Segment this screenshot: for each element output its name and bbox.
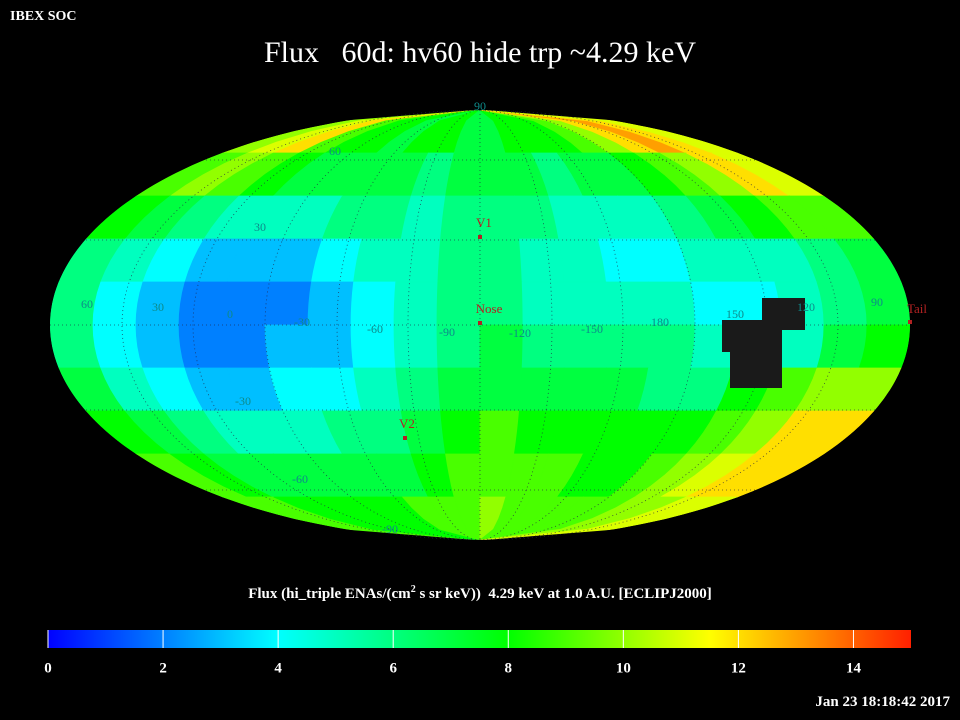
lon-label: 0 xyxy=(227,307,233,321)
flux-cell xyxy=(92,324,144,369)
flux-cell xyxy=(605,281,653,326)
flux-cell xyxy=(264,324,312,369)
lon-label: 180 xyxy=(651,315,669,329)
lon-label: -90 xyxy=(439,325,455,339)
caption-text: Flux (hi_triple ENAs/(cm xyxy=(248,586,411,602)
flux-cell xyxy=(135,324,186,369)
flux-cell xyxy=(440,410,481,455)
lat-label: 30 xyxy=(254,220,266,234)
lon-label: 60 xyxy=(81,297,93,311)
flux-cell xyxy=(307,281,355,326)
lat-label: 90 xyxy=(474,99,486,113)
flux-cell xyxy=(858,281,910,326)
flux-cell xyxy=(816,281,868,326)
caption-sup: 2 xyxy=(411,584,416,595)
marker-dot xyxy=(478,321,482,325)
flux-cell xyxy=(395,367,442,412)
app-label: IBEX SOC xyxy=(10,9,77,24)
flux-cell xyxy=(353,367,402,412)
flux-cell xyxy=(479,410,520,455)
lon-label: 150 xyxy=(726,307,744,321)
flux-cell xyxy=(395,238,442,283)
lon-label: 90 xyxy=(871,295,883,309)
flux-cell xyxy=(605,324,653,369)
missing-data xyxy=(722,298,805,388)
colorbar-tick-label: 6 xyxy=(389,660,397,676)
colorbar-tick-label: 10 xyxy=(616,660,631,676)
flux-cell xyxy=(558,238,607,283)
flux-cell xyxy=(858,324,910,369)
flux-cell xyxy=(221,324,270,369)
lon-label: 30 xyxy=(152,300,164,314)
colorbar-tick-label: 2 xyxy=(159,660,167,676)
lon-label: -60 xyxy=(367,322,383,336)
flux-cell xyxy=(440,195,481,240)
flux-cell xyxy=(436,281,481,326)
caption-text: s sr keV)) 4.29 keV at 1.0 A.U. [ECLIPJ2… xyxy=(416,586,712,602)
marker-label: Tail xyxy=(907,301,927,316)
lat-label: 60 xyxy=(329,144,341,158)
marker-dot xyxy=(403,436,407,440)
flux-cell xyxy=(816,324,868,369)
title: Flux 60d: hv60 hide trp ~4.29 keV xyxy=(264,36,696,69)
colorbar-ticks: 0 2 4 6 8 10 12 14 xyxy=(44,630,861,676)
flux-cell xyxy=(437,238,481,283)
marker-label: Nose xyxy=(476,301,503,316)
lon-label: 120 xyxy=(797,300,815,314)
flux-cell xyxy=(479,238,523,283)
flux-cell xyxy=(437,367,481,412)
marker-dot xyxy=(478,235,482,239)
flux-cell xyxy=(558,367,607,412)
lat-label: -30 xyxy=(235,394,251,408)
grid-labels: 90 60 30 -30 -60 -90 60 30 0 -30 -60 -90… xyxy=(81,99,883,536)
flux-cell xyxy=(518,367,565,412)
marker-label: V2 xyxy=(399,416,415,431)
flux-cell xyxy=(479,496,739,540)
flux-cell xyxy=(393,324,439,369)
marker-label: V1 xyxy=(476,215,492,230)
flux-cell xyxy=(178,324,228,369)
colorbar-tick-label: 4 xyxy=(274,660,282,676)
flux-cell xyxy=(518,238,565,283)
marker-dot xyxy=(908,320,912,324)
flux-cell xyxy=(393,281,439,326)
flux-cell xyxy=(178,281,228,326)
flux-cell xyxy=(521,281,567,326)
flux-map xyxy=(50,110,910,540)
colorbar xyxy=(48,630,911,648)
colorbar-caption: Flux (hi_triple ENAs/(cm2 s sr keV)) 4.2… xyxy=(248,584,712,602)
timestamp: Jan 23 18:18:42 2017 xyxy=(815,694,950,710)
flux-cell xyxy=(92,281,144,326)
colorbar-tick-label: 8 xyxy=(505,660,513,676)
flux-cell xyxy=(350,281,397,326)
flux-cell xyxy=(648,324,696,369)
flux-cell xyxy=(479,367,523,412)
lon-label: -120 xyxy=(509,326,531,340)
colorbar-tick-label: 0 xyxy=(44,660,52,676)
colorbar-tick-label: 14 xyxy=(846,660,862,676)
flux-cell xyxy=(563,281,610,326)
flux-cell xyxy=(353,238,402,283)
flux-cell xyxy=(774,324,825,369)
flux-cell xyxy=(307,324,355,369)
lat-label: -60 xyxy=(292,472,308,486)
markers: V1 Nose V2 Tail xyxy=(399,215,927,440)
colorbar-tick-label: 12 xyxy=(731,660,746,676)
lon-label: -150 xyxy=(581,322,603,336)
lon-label: -30 xyxy=(294,315,310,329)
lat-label: -90 xyxy=(382,522,398,536)
